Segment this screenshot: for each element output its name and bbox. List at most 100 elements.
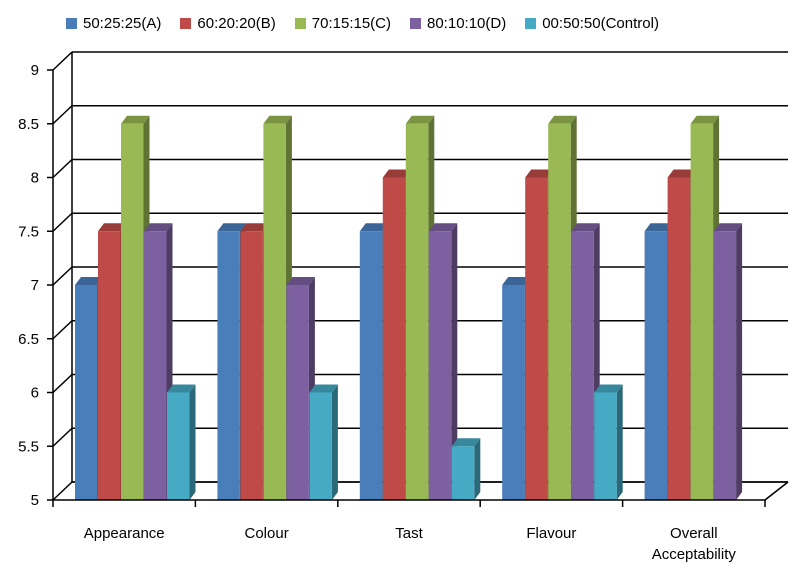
bar-front (667, 177, 691, 500)
bar-front (428, 231, 452, 500)
bar-top (502, 277, 531, 285)
bar-top (240, 223, 269, 232)
bar-80:10:10(D) (713, 223, 743, 500)
bar-front (359, 231, 383, 500)
bar-top (571, 223, 600, 232)
bar-front (309, 392, 332, 500)
legend-swatch-d (410, 17, 421, 29)
y-tick-label: 7.5 (18, 223, 39, 240)
bar-top (690, 115, 720, 124)
gridline-depth (52, 105, 73, 125)
bar-top (167, 384, 196, 393)
bar-front (525, 177, 548, 500)
bar-front (98, 231, 121, 500)
bar-front (594, 392, 617, 500)
x-tick-label-line: Overall (670, 525, 718, 542)
bar-front (502, 285, 525, 500)
x-tick-label-line: Appearance (84, 525, 165, 542)
bar-00:50:50(Control) (167, 384, 196, 500)
bar-top (713, 223, 743, 232)
bar-top (309, 384, 338, 393)
legend-swatch-b (180, 17, 192, 29)
x-tick-label-line: Colour (245, 525, 289, 542)
bar-top (217, 223, 246, 232)
axes: 5 5.5 6 6.5 7 7.5 8 8.5 9 Appearance Colour Tast Fla… (18, 62, 789, 563)
legend-label-b: 60:20:20(B) (197, 14, 276, 32)
bar-top (405, 115, 435, 124)
legend-label-control: 00:50:50(Control) (542, 14, 659, 32)
gridline-depth (52, 373, 73, 394)
y-tick-label: 8.5 (18, 116, 39, 133)
legend-item-a: 50:25:25(A) (66, 15, 161, 32)
x-tick-label: Tast (395, 525, 423, 542)
x-tick-label: Flavour (526, 525, 576, 542)
legend-label-a: 50:25:25(A) (83, 14, 162, 32)
bar-top (525, 169, 554, 178)
y-tick-label: 5 (31, 492, 39, 509)
bars (75, 115, 743, 500)
chart-legend: 50:25:25(A) 60:20:20(B) 70:15:15(C) 80:1… (66, 12, 678, 34)
legend-swatch-control (525, 17, 537, 29)
bar-front (167, 392, 190, 500)
bar-side (331, 384, 338, 500)
bar-front (713, 231, 737, 500)
bar-side (616, 384, 623, 500)
legend-item-control: 00:50:50(Control) (525, 15, 659, 32)
bar-top (144, 223, 173, 232)
bar-front (405, 123, 429, 500)
bar-front (144, 231, 167, 500)
bar-front (75, 285, 98, 500)
y-tick-label: 8 (31, 170, 39, 187)
x-tick-label-line: Acceptability (652, 546, 737, 563)
x-tick-label-line: Tast (395, 525, 423, 542)
gridline-depth (52, 212, 73, 232)
bar-top (382, 169, 412, 178)
legend-swatch-c (294, 17, 306, 29)
y-tick-label: 9 (31, 62, 39, 79)
x-tick-label-line: Flavour (526, 525, 576, 542)
legend-item-d: 80:10:10(D) (410, 15, 506, 32)
bar-top (644, 223, 674, 232)
bar-front (571, 231, 594, 500)
bar-side (451, 223, 458, 500)
bar-80:10:10(D) (571, 223, 600, 500)
bar-top (98, 223, 127, 232)
legend-swatch-a (66, 17, 77, 29)
bar-front (548, 123, 571, 500)
bar-front (263, 123, 286, 500)
bar-top (428, 223, 458, 232)
bar-top (594, 384, 623, 393)
bar-top (667, 169, 697, 178)
bar-top (263, 115, 292, 124)
bar-side (189, 384, 196, 500)
bar-top (451, 438, 481, 447)
bar-front (644, 231, 668, 500)
bar-front (240, 231, 263, 500)
bar-00:50:50(Control) (594, 384, 623, 500)
legend-label-d: 80:10:10(D) (427, 14, 507, 32)
bar-top (75, 277, 104, 285)
bar-front (286, 285, 309, 500)
gridline-depth (52, 481, 73, 501)
bar-front (217, 231, 240, 500)
gridline-depth (52, 320, 73, 340)
legend-item-b: 60:20:20(B) (180, 14, 276, 32)
x-tick-label: Appearance (84, 525, 165, 542)
bar-top (286, 277, 315, 285)
legend-label-c: 70:15:15(C) (311, 14, 391, 32)
gridline-depth (52, 266, 73, 286)
legend-item-c: 70:15:15(C) (294, 14, 391, 32)
bar-side (474, 438, 481, 500)
x-axis-depth (764, 481, 789, 501)
bar-top (359, 223, 389, 232)
bar-00:50:50(Control) (451, 438, 481, 500)
y-tick-label: 5.5 (18, 438, 39, 455)
x-tick-label: Overall Acceptability (652, 525, 737, 563)
gridline-depth (52, 158, 73, 179)
y-tick-label: 6 (31, 385, 39, 402)
y-tick-label: 7 (31, 277, 39, 294)
bar-side (736, 223, 743, 500)
bar-top (121, 115, 150, 124)
bar-top (548, 115, 577, 124)
gridline-depth (52, 427, 73, 447)
